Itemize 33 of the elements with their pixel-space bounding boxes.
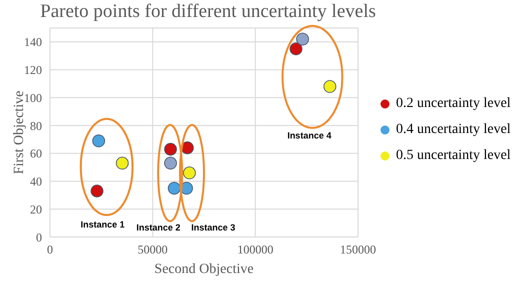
legend-label: 0.5 uncertainty level — [396, 146, 511, 164]
y-tick-label: 20 — [30, 202, 42, 216]
legend-label: 0.2 uncertainty level — [396, 94, 511, 112]
y-tick-label: 120 — [24, 63, 42, 78]
x-axis-title: Second Objective — [154, 262, 254, 277]
x-tick-label: 50000 — [138, 242, 168, 257]
annotation: Instance 4 — [287, 130, 332, 140]
legend-label: 0.4 uncertainty level — [396, 120, 511, 138]
point — [164, 142, 177, 156]
y-tick-label: 140 — [24, 35, 42, 50]
x-tick-label: 0 — [47, 242, 53, 257]
point — [296, 32, 309, 46]
chart-title: Pareto points for different uncertainty levels — [39, 0, 377, 24]
y-tick-label: 0 — [36, 230, 42, 244]
y-tick-label: 100 — [24, 90, 42, 105]
point — [164, 156, 177, 170]
point — [180, 141, 194, 154]
point — [323, 80, 336, 93]
y-tick-label: 80 — [30, 118, 42, 133]
point — [90, 184, 104, 198]
y-axis-title: First Objective — [12, 90, 27, 174]
point — [168, 182, 181, 195]
annotation: Instance 1 — [80, 219, 125, 230]
x-tick-label: 150000 — [340, 242, 376, 257]
point — [183, 166, 196, 180]
annotation: Instance 2 — [136, 222, 180, 232]
annotation: Instance 3 — [191, 222, 236, 232]
x-tick-label: 100000 — [237, 242, 274, 257]
y-tick-label: 40 — [30, 174, 42, 189]
y-tick-label: 60 — [30, 146, 42, 161]
point — [290, 42, 302, 56]
point — [116, 156, 129, 170]
point — [92, 134, 106, 148]
